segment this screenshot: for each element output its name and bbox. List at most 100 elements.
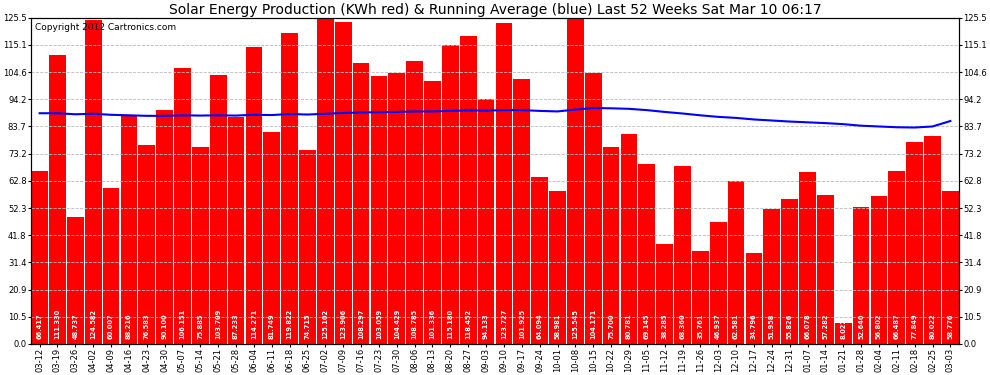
Text: 66.078: 66.078 [805,313,811,339]
Bar [210,75,227,344]
Text: 62.581: 62.581 [733,313,740,339]
Text: 111.330: 111.330 [54,308,60,339]
Text: 80.781: 80.781 [626,313,632,339]
Text: 101.336: 101.336 [430,308,436,339]
Text: 94.133: 94.133 [483,313,489,339]
Bar [942,191,958,344]
Bar [870,196,887,344]
Bar [925,136,940,344]
Text: 108.297: 108.297 [358,308,364,339]
Text: 90.100: 90.100 [161,313,167,339]
Text: 101.925: 101.925 [519,309,525,339]
Text: 103.059: 103.059 [376,309,382,339]
Text: 69.145: 69.145 [644,313,649,339]
Bar [817,195,834,344]
Text: 108.785: 108.785 [412,309,418,339]
Bar [192,147,209,344]
Bar [281,33,298,344]
Text: Copyright 2012 Cartronics.com: Copyright 2012 Cartronics.com [36,23,176,32]
Text: 34.796: 34.796 [751,313,757,339]
Text: 103.709: 103.709 [215,308,221,339]
Bar [549,190,566,344]
Bar [335,22,351,344]
Text: 114.271: 114.271 [250,308,257,339]
Text: 64.094: 64.094 [537,313,543,339]
Bar [692,251,709,344]
Text: 66.487: 66.487 [894,313,900,339]
Text: 87.233: 87.233 [233,313,239,339]
Bar [156,110,173,344]
Bar [728,182,744,344]
Bar [263,132,280,344]
Text: 57.282: 57.282 [823,313,829,339]
Bar [710,222,727,344]
Bar [656,244,673,344]
Text: 35.761: 35.761 [697,313,703,339]
Text: 68.360: 68.360 [679,313,685,339]
Text: 55.826: 55.826 [787,313,793,339]
Bar [460,36,476,344]
Bar [907,142,923,344]
Text: 66.417: 66.417 [37,313,43,339]
Text: 58.776: 58.776 [947,313,953,339]
Bar [246,47,262,344]
Text: 75.700: 75.700 [608,313,614,339]
Bar [603,147,620,344]
Text: 48.737: 48.737 [72,313,78,339]
Bar [174,68,191,344]
Bar [317,19,334,344]
Text: 119.822: 119.822 [287,308,293,339]
Bar [639,164,655,344]
Bar [299,150,316,344]
Bar [228,117,245,344]
Bar [424,81,441,344]
Bar [139,145,155,344]
Text: 118.452: 118.452 [465,309,471,339]
Bar [763,209,780,344]
Text: 104.171: 104.171 [590,308,596,339]
Text: 38.285: 38.285 [661,313,667,339]
Bar [852,207,869,344]
Text: 60.007: 60.007 [108,313,114,339]
Text: 115.180: 115.180 [447,309,453,339]
Bar [835,323,851,344]
Text: 125.102: 125.102 [323,309,329,339]
Text: 104.429: 104.429 [394,308,400,339]
Bar [674,166,691,344]
Text: 74.715: 74.715 [305,313,311,339]
Bar [406,62,423,344]
Text: 81.749: 81.749 [268,313,275,339]
Text: 58.981: 58.981 [554,313,560,339]
Bar [745,254,762,344]
Bar [496,22,512,344]
Text: 123.727: 123.727 [501,308,507,339]
Text: 80.022: 80.022 [930,313,936,339]
Text: 106.151: 106.151 [179,309,185,339]
Bar [532,177,547,344]
Text: 125.545: 125.545 [572,309,578,339]
Text: 51.958: 51.958 [769,313,775,339]
Bar [585,74,602,344]
Bar [85,20,102,344]
Text: 123.906: 123.906 [341,308,346,339]
Text: 56.802: 56.802 [876,313,882,339]
Text: 46.937: 46.937 [715,313,722,339]
Title: Solar Energy Production (KWh red) & Running Average (blue) Last 52 Weeks Sat Mar: Solar Energy Production (KWh red) & Runn… [168,3,822,17]
Bar [32,171,48,344]
Bar [370,76,387,344]
Text: 124.582: 124.582 [90,309,96,339]
Bar [103,188,120,344]
Text: 75.885: 75.885 [197,313,203,339]
Bar [567,18,584,344]
Text: 52.640: 52.640 [858,313,864,339]
Bar [352,63,369,344]
Text: 76.583: 76.583 [144,313,149,339]
Bar [388,73,405,344]
Bar [888,171,905,344]
Bar [799,172,816,344]
Text: 88.216: 88.216 [126,313,132,339]
Bar [121,115,138,344]
Bar [478,99,494,344]
Bar [50,55,65,344]
Text: 8.022: 8.022 [841,318,846,339]
